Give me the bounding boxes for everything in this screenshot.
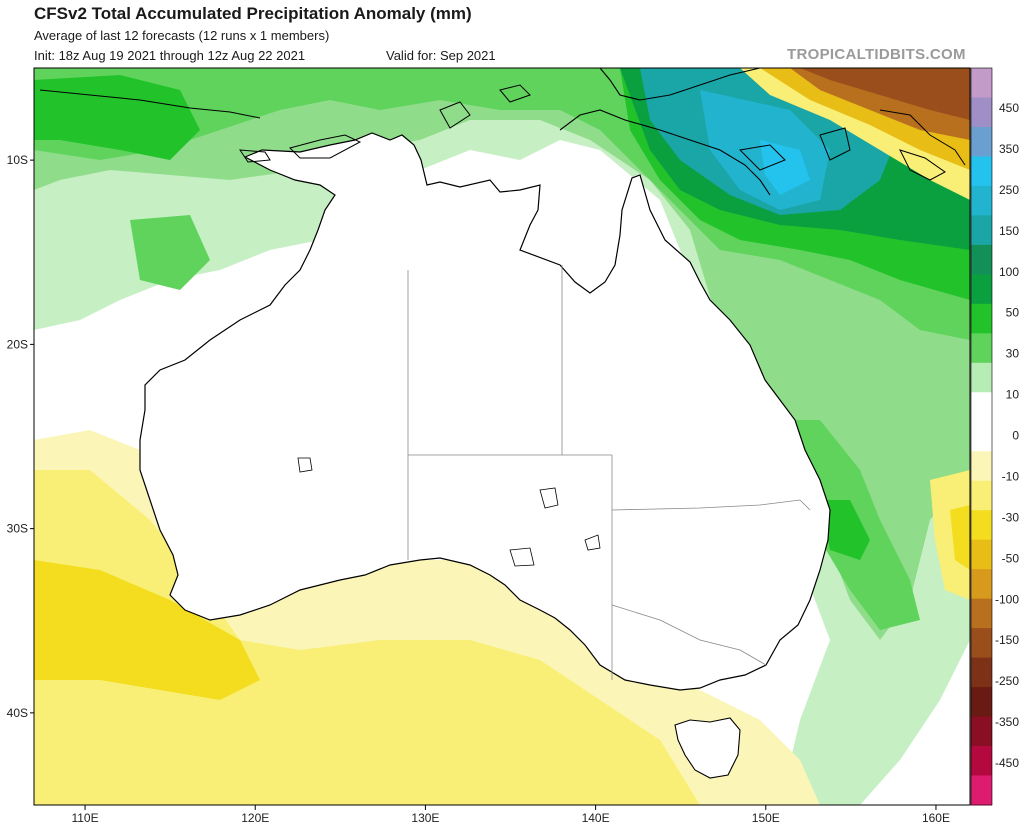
colorbar-label: -30 bbox=[1002, 510, 1020, 524]
anomaly-east-yellow bbox=[930, 470, 970, 600]
colorbar-swatch bbox=[971, 244, 992, 275]
colorbar-label: 350 bbox=[999, 142, 1019, 156]
anomaly-east-coast-deep-green bbox=[820, 500, 870, 560]
colorbar-label: -350 bbox=[995, 715, 1019, 729]
colorbar-label: -50 bbox=[1002, 551, 1020, 565]
australia-landmass bbox=[139, 132, 831, 691]
colorbar-swatch bbox=[971, 68, 992, 98]
latitude-axis: 10S 20S 30S 40S bbox=[7, 153, 34, 720]
colorbar-swatch bbox=[971, 569, 992, 600]
map-frame-content bbox=[34, 68, 970, 805]
tasmania-landmass bbox=[674, 717, 741, 779]
colorbar-swatch bbox=[971, 362, 992, 393]
lat-tick-label: 10S bbox=[7, 153, 28, 167]
colorbar-swatch bbox=[971, 303, 992, 334]
colorbar-swatch bbox=[971, 539, 992, 570]
map-subtitle: Average of last 12 forecasts (12 runs x … bbox=[34, 28, 330, 43]
colorbar-swatch bbox=[971, 510, 992, 541]
anomaly-ne-dry-darkbrown bbox=[800, 68, 970, 120]
colorbar-label: 250 bbox=[999, 183, 1019, 197]
anomaly-tropics-bright-cyan bbox=[760, 140, 810, 195]
colorbar-label: 100 bbox=[999, 265, 1019, 279]
colorbar-swatch bbox=[971, 657, 992, 688]
lat-tick-label: 20S bbox=[7, 337, 28, 351]
indonesia-islands bbox=[39, 84, 966, 181]
lat-tick-label: 30S bbox=[7, 522, 28, 536]
colorbar-swatch bbox=[971, 716, 992, 747]
lon-tick-label: 110E bbox=[71, 811, 98, 825]
colorbar-border bbox=[970, 67, 993, 806]
anomaly-south-gold bbox=[34, 560, 260, 700]
map-frame-border bbox=[33, 67, 971, 806]
new-guinea-coastline bbox=[559, 68, 771, 196]
brand-watermark: TROPICALTIDBITS.COM bbox=[787, 46, 966, 63]
colorbar-swatch bbox=[971, 274, 992, 305]
colorbar-swatch bbox=[971, 215, 992, 246]
lon-tick-label: 160E bbox=[922, 811, 950, 825]
colorbar-label: 450 bbox=[999, 101, 1019, 115]
colorbar-swatch bbox=[971, 746, 992, 777]
colorbar-label: -150 bbox=[995, 633, 1019, 647]
anomaly-east-gold bbox=[950, 505, 970, 570]
state-borders bbox=[407, 265, 811, 680]
colorbar-swatch bbox=[971, 156, 992, 187]
colorbar-swatch bbox=[971, 392, 992, 423]
colorbar-label: -450 bbox=[995, 756, 1019, 770]
colorbar-swatch bbox=[971, 421, 992, 452]
lat-tick-label: 40S bbox=[7, 706, 28, 720]
anomaly-west-green-spots bbox=[34, 75, 200, 160]
colorbar-label: 150 bbox=[999, 224, 1019, 238]
colorbar-label: 30 bbox=[1006, 347, 1020, 361]
colorbar-swatch bbox=[971, 185, 992, 216]
colorbar-swatch bbox=[971, 480, 992, 511]
colorbar-swatch bbox=[971, 333, 992, 364]
lon-tick-label: 120E bbox=[241, 811, 269, 825]
colorbar-swatch bbox=[971, 687, 992, 718]
anomaly-south-yellow bbox=[34, 470, 700, 805]
colorbar-label: 50 bbox=[1006, 306, 1020, 320]
colorbar-label: 0 bbox=[1012, 429, 1019, 443]
inland-lakes bbox=[297, 457, 601, 567]
colorbar-label: 10 bbox=[1006, 388, 1020, 402]
colorbar-swatch bbox=[971, 451, 992, 482]
anomaly-mid-green-spot bbox=[130, 215, 210, 290]
colorbar-swatch bbox=[971, 775, 992, 806]
longitude-axis: 110E 120E 130E 140E 150E 160E bbox=[71, 805, 950, 825]
lon-tick-label: 150E bbox=[752, 811, 780, 825]
colorbar-label: -100 bbox=[995, 592, 1019, 606]
colorbar: 4503502501501005030100-10-30-50-100-150-… bbox=[970, 67, 1020, 806]
lon-tick-label: 140E bbox=[582, 811, 610, 825]
colorbar-label: -10 bbox=[1002, 469, 1020, 483]
valid-time-label: Valid for: Sep 2021 bbox=[386, 48, 496, 63]
init-time-label: Init: 18z Aug 19 2021 through 12z Aug 22… bbox=[34, 48, 306, 63]
colorbar-swatch bbox=[971, 126, 992, 157]
colorbar-swatch bbox=[971, 97, 992, 128]
colorbar-swatch bbox=[971, 598, 992, 629]
map-title: CFSv2 Total Accumulated Precipitation An… bbox=[34, 4, 472, 23]
colorbar-swatch bbox=[971, 628, 992, 659]
lon-tick-label: 130E bbox=[411, 811, 439, 825]
colorbar-label: -250 bbox=[995, 674, 1019, 688]
